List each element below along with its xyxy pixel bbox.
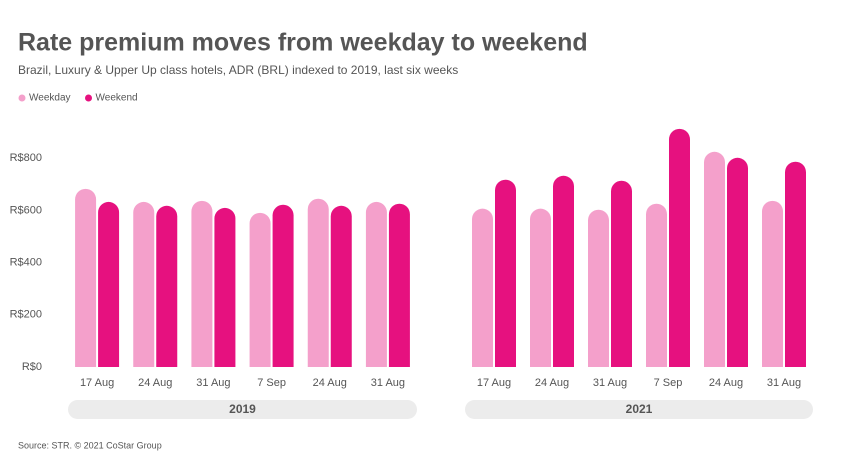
bar [388,203,410,367]
x-tick-label: 24 Aug [535,377,569,389]
group-label: 2021 [626,402,653,416]
y-tick-label: R$200 [10,309,42,321]
legend-label: Weekday [29,93,71,104]
x-tick-label: 17 Aug [477,377,511,389]
x-tick-label: 31 Aug [767,377,801,389]
bar [727,157,748,367]
bar [530,208,551,367]
x-tick-label: 24 Aug [709,377,743,389]
legend-label: Weekend [96,93,138,104]
x-tick-label: 7 Sep [654,377,683,389]
bar [249,212,271,367]
bar [75,188,97,367]
bar [156,205,178,367]
y-tick-label: R$600 [10,204,42,216]
x-tick-label: 24 Aug [138,377,172,389]
source: Source: STR. © 2021 CoStar Group [18,440,162,450]
bar [191,200,213,367]
y-tick-label: R$800 [10,152,42,164]
x-tick-label: 31 Aug [196,377,230,389]
bar [495,179,516,367]
x-tick-label: 17 Aug [80,377,114,389]
bar [98,201,120,367]
x-tick-label: 24 Aug [313,377,347,389]
y-tick-label: R$0 [22,361,42,373]
bar [588,209,609,367]
bar [365,201,387,367]
y-tick-label: R$400 [10,257,42,269]
chart-title: Rate premium moves from weekday to weeke… [18,29,588,57]
group-pill [465,400,813,419]
bar [330,205,352,367]
bar [704,151,725,367]
bar [307,198,329,367]
bar [785,161,806,367]
bar [669,128,690,367]
bar [214,207,236,367]
x-tick-label: 31 Aug [593,377,627,389]
bar [762,200,783,367]
bar [646,203,667,367]
chart-subtitle: Brazil, Luxury & Upper Up class hotels, … [18,63,458,77]
legend-swatch [85,94,93,102]
group-label: 2019 [229,402,256,416]
x-tick-label: 7 Sep [257,377,286,389]
bar [272,204,294,367]
legend-swatch [18,94,26,102]
x-tick-label: 31 Aug [371,377,405,389]
group-pill [68,400,417,419]
bar [553,175,574,367]
bar [133,201,155,367]
bar [472,208,493,367]
bar [611,180,632,367]
